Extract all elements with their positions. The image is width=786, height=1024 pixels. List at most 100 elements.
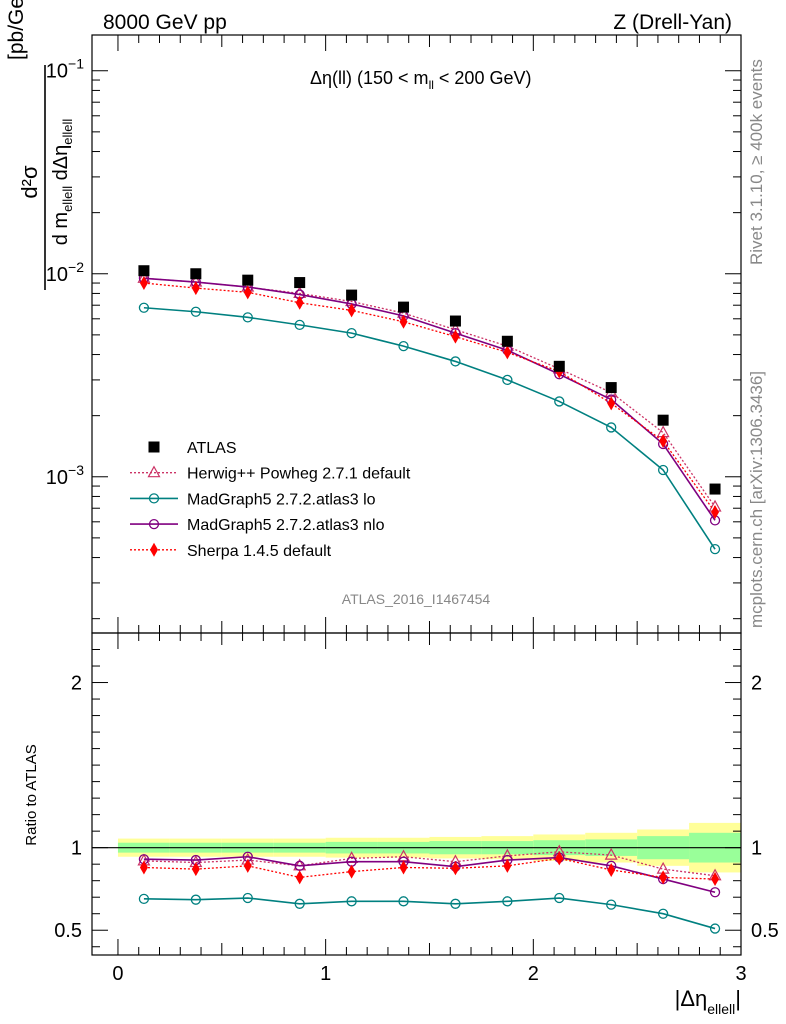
ratio-point-mg_lo (450, 898, 461, 909)
main-line-sherpa (143, 282, 716, 513)
main-point-sherpa (607, 396, 616, 411)
main-point-mg_lo (346, 327, 357, 339)
main-point-sherpa (243, 285, 252, 300)
legend-marker-sherpa (150, 542, 158, 557)
ratio-point-mg_lo (554, 892, 565, 904)
main-point-mg_lo (502, 374, 513, 386)
main-y-tick-label: 10−3 (46, 462, 84, 489)
ratio-point-sherpa (243, 858, 252, 873)
ratio-y-tick-label-right: 0.5 (751, 920, 779, 942)
ratio-point-sherpa (139, 860, 148, 875)
y-label-unit: [pb/GeV] (5, 0, 28, 60)
main-point-atlas (605, 382, 617, 394)
legend-marker-mg_lo (148, 493, 160, 504)
header-left: 8000 GeV pp (103, 11, 227, 34)
ratio-y-tick-label-right: 1 (751, 838, 762, 860)
ratio-point-herwig (604, 847, 618, 860)
main-point-sherpa (659, 434, 668, 449)
legend-label-atlas: ATLAS (187, 440, 237, 457)
ratio-point-mg_lo (502, 896, 513, 907)
ratio-point-mg_lo (398, 896, 409, 907)
ratio-series-sherpa (139, 851, 720, 887)
axes: 10−1 10−2 10−3 0.5 0.5 1 1 2 2 0 1 2 3 (46, 34, 779, 985)
main-point-mg_lo (138, 302, 150, 313)
main-point-atlas (449, 315, 461, 327)
ratio-y-tick-label-left: 1 (71, 838, 82, 860)
x-tick-label: 0 (112, 963, 123, 985)
ratio-point-mg_lo (657, 908, 669, 919)
ratio-line-mg_lo (143, 897, 716, 930)
ratio-point-mg_lo (346, 896, 357, 907)
main-point-atlas (398, 301, 410, 313)
ratio-point-sherpa (451, 861, 460, 876)
legend: ATLAS Herwig++ Powheg 2.7.1 default MadGra… (130, 440, 411, 560)
ratio-point-sherpa (347, 864, 356, 879)
main-line-mg_lo (143, 306, 716, 550)
main-point-atlas (242, 274, 254, 286)
rivet-label: Rivet 3.1.10, ≥ 400k events (747, 59, 766, 265)
main-point-mg_lo (450, 356, 461, 367)
ratio-point-sherpa (659, 870, 668, 885)
ratio-point-sherpa (503, 858, 512, 873)
main-point-mg_lo (190, 306, 201, 317)
ratio-y-tick-label-left: 2 (71, 673, 82, 695)
ratio-point-mg_lo (606, 899, 617, 910)
ratio-point-mg_lo (242, 892, 253, 904)
ratio-point-mg_nlo (294, 860, 305, 871)
x-tick-label: 1 (320, 963, 331, 985)
ratio-point-sherpa (555, 851, 564, 866)
ratio-point-mg_nlo (709, 887, 721, 898)
main-point-sherpa (191, 281, 200, 296)
main-point-sherpa (711, 505, 720, 520)
main-point-mg_lo (398, 340, 409, 352)
main-point-atlas (657, 414, 669, 426)
main-point-mg_lo (657, 464, 669, 476)
x-axis-label: |Δηellell| (675, 986, 741, 1017)
main-point-sherpa (347, 303, 356, 318)
legend-label-sherpa: Sherpa 1.4.5 default (187, 543, 332, 560)
legend-label-herwig: Herwig++ Powheg 2.7.1 default (187, 466, 411, 483)
ratio-point-sherpa (191, 862, 200, 877)
legend-marker-atlas (148, 441, 160, 453)
watermark: ATLAS_2016_I1467454 (342, 591, 491, 607)
y-label-numerator: d²σ (17, 165, 42, 199)
main-point-mg_lo (709, 544, 721, 555)
mcplots-label: mcplots.cern.ch [arXiv:1306.3436] (747, 371, 766, 628)
main-line-herwig (143, 277, 716, 508)
ratio-point-sherpa (711, 872, 720, 887)
main-y-tick-label: 10−1 (46, 56, 84, 83)
main-point-mg_lo (554, 396, 565, 407)
ratio-y-tick-label-left: 0.5 (54, 920, 82, 942)
header-right: Z (Drell-Yan) (613, 11, 732, 34)
main-series-mg_lo (138, 302, 721, 555)
main-y-tick-label: 10−2 (46, 259, 84, 286)
ratio-point-mg_lo (190, 894, 201, 905)
x-tick-label: 3 (735, 963, 746, 985)
main-line-mg_nlo (143, 277, 716, 521)
main-point-atlas (501, 335, 513, 347)
main-point-atlas (709, 483, 721, 495)
main-point-atlas (553, 360, 565, 372)
main-series-atlas (138, 265, 721, 495)
main-point-sherpa (295, 295, 304, 310)
main-point-atlas (346, 289, 358, 301)
main-series-mg_nlo (138, 273, 721, 526)
main-point-mg_lo (606, 422, 617, 433)
ratio-line-mg_nlo (143, 855, 716, 894)
main-point-atlas (190, 268, 202, 280)
ratio-frame (91, 632, 742, 956)
main-point-sherpa (399, 314, 408, 329)
ratio-point-sherpa (607, 862, 616, 877)
main-point-mg_lo (242, 312, 253, 323)
ratio-point-mg_lo (138, 893, 150, 905)
main-point-sherpa (503, 345, 512, 360)
ratio-point-sherpa (295, 870, 304, 885)
ratio-y-tick-label-right: 2 (751, 673, 762, 695)
y-label-denominator: d mellell dΔηellell (50, 119, 75, 246)
main-y-label: d²σ d mellell dΔηellell [pb/GeV] (5, 0, 75, 290)
x-tick-label: 2 (528, 963, 539, 985)
ratio-point-sherpa (399, 860, 408, 875)
main-title: Δη(ll) (150 < mll < 200 GeV) (310, 68, 531, 92)
series-layer (137, 265, 722, 934)
